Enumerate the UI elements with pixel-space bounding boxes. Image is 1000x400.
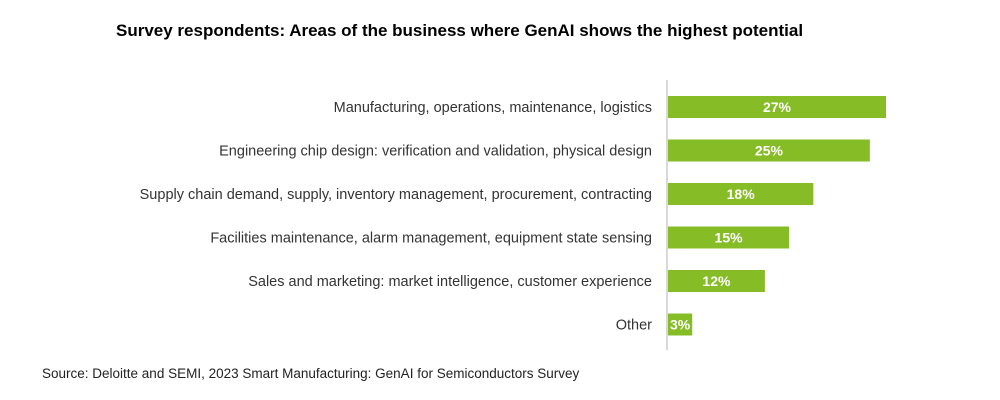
bar-value-label: 25% (755, 143, 784, 159)
category-label: Other (616, 318, 652, 334)
bar-value-label: 3% (670, 317, 691, 333)
chart-title: Survey respondents: Areas of the busines… (116, 21, 804, 40)
category-label: Supply chain demand, supply, inventory m… (140, 187, 652, 203)
bar-row: Facilities maintenance, alarm management… (210, 226, 790, 249)
bar-value-label: 27% (763, 99, 792, 115)
bar-value-label: 18% (727, 186, 756, 202)
bar (668, 313, 693, 336)
category-label: Facilities maintenance, alarm management… (210, 231, 652, 247)
bar (668, 183, 814, 205)
category-label: Manufacturing, operations, maintenance, … (334, 100, 652, 116)
bars-layer: Manufacturing, operations, maintenance, … (140, 96, 886, 336)
bar-value-label: 15% (715, 230, 744, 246)
category-label: Engineering chip design: verification an… (219, 144, 652, 160)
bar (668, 96, 886, 118)
category-label: Sales and marketing: market intelligence… (248, 274, 652, 290)
bar (668, 226, 790, 249)
bar-row: Sales and marketing: market intelligence… (248, 270, 765, 292)
source-note: Source: Deloitte and SEMI, 2023 Smart Ma… (42, 366, 580, 381)
bar-row: Manufacturing, operations, maintenance, … (334, 96, 886, 118)
bar-row: Other 3% (616, 313, 693, 336)
bar-row: Engineering chip design: verification an… (219, 139, 870, 162)
bar-value-label: 12% (702, 273, 731, 289)
bar-row: Supply chain demand, supply, inventory m… (140, 183, 814, 205)
bar (668, 139, 870, 162)
bar (668, 270, 765, 292)
